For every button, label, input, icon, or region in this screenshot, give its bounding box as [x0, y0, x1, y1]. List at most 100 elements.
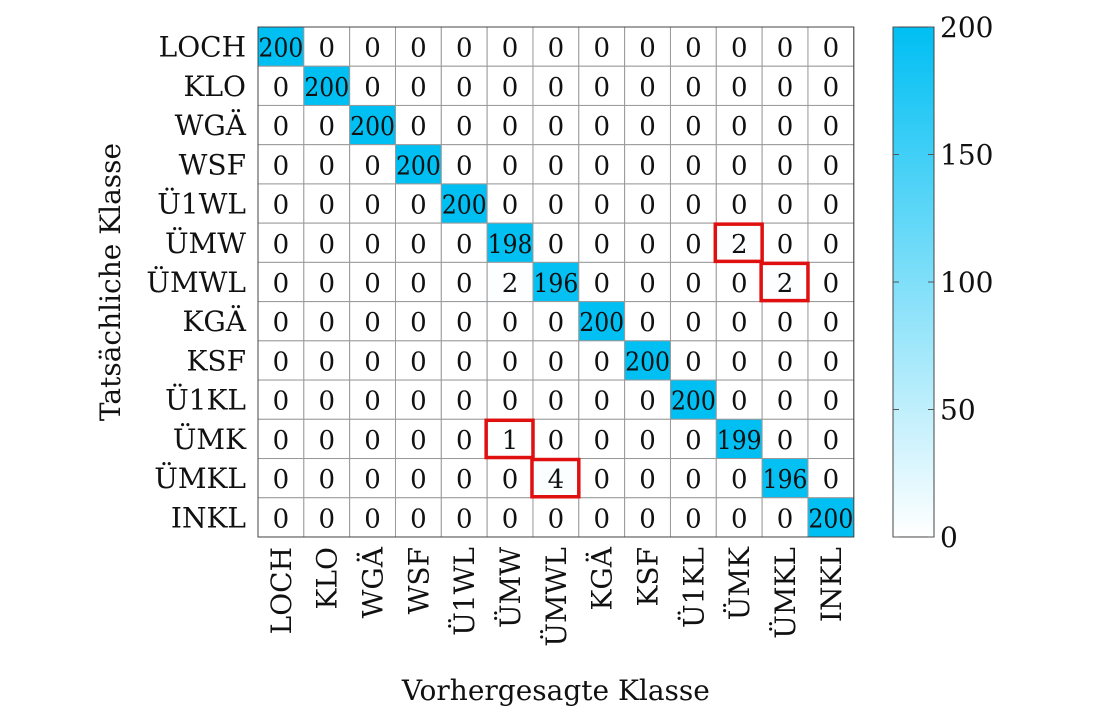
cell-value: 200 — [671, 387, 716, 417]
heatmap-cell — [486, 65, 534, 106]
cell-value: 0 — [731, 34, 748, 64]
cell-value: 0 — [823, 73, 840, 103]
heatmap-cell — [257, 65, 305, 106]
highlight-box — [530, 457, 581, 499]
cell-value: 0 — [685, 191, 702, 221]
cell-value: 0 — [502, 504, 519, 534]
cell-value: 2 — [777, 269, 794, 299]
cell-value: 0 — [731, 504, 748, 534]
cell-value: 0 — [823, 347, 840, 377]
heatmap-cell — [624, 65, 671, 106]
cell-value: 0 — [456, 504, 473, 534]
cell-value: 0 — [685, 34, 702, 64]
cell-value: 0 — [502, 387, 519, 417]
cell-value: 2 — [731, 230, 748, 260]
y-tick-label: ÜMWL — [146, 265, 246, 299]
cell-value: 0 — [364, 504, 381, 534]
heatmap-cell — [349, 144, 396, 185]
cell-value: 0 — [731, 191, 748, 221]
heatmap-cell — [761, 183, 809, 224]
heatmap-cell — [578, 458, 626, 499]
cell-value: 0 — [685, 504, 702, 534]
cell-value: 0 — [685, 151, 702, 181]
heatmap-cell — [761, 144, 809, 185]
cell-value: 200 — [259, 34, 304, 64]
cell-value: 0 — [318, 347, 335, 377]
heatmap-cell — [303, 379, 351, 420]
cell-value: 0 — [456, 230, 473, 260]
cell-value: 200 — [808, 504, 853, 534]
cell-value: 0 — [548, 347, 565, 377]
heatmap-cell — [349, 261, 396, 303]
x-tick-label: Ü1KL — [676, 547, 710, 628]
y-tick-label: WGÄ — [175, 109, 247, 142]
heatmap-cell — [532, 458, 580, 499]
x-tick-label: ÜMW — [493, 547, 527, 628]
y-tick-label: ÜMK — [173, 422, 247, 456]
heatmap-cell — [532, 144, 580, 185]
heatmap-cell — [624, 183, 671, 224]
colorbar-ticks: 0 50 100 150 200 — [893, 11, 993, 554]
cell-value: 0 — [593, 387, 610, 417]
heatmap-cell — [669, 144, 717, 185]
cell-value: 0 — [685, 465, 702, 495]
cell-value: 0 — [273, 73, 290, 103]
cell-value: 0 — [685, 426, 702, 456]
cell-value: 0 — [823, 426, 840, 456]
cell-value: 0 — [318, 151, 335, 181]
heatmap-cell — [486, 261, 534, 303]
heatmap-cell — [486, 301, 534, 342]
heatmap-cell — [440, 458, 488, 499]
cell-value: 0 — [593, 112, 610, 142]
cell-value: 200 — [579, 308, 624, 338]
heatmap-cell — [761, 497, 809, 538]
y-tick-label: ÜMKL — [154, 461, 246, 495]
cell-value: 2 — [502, 269, 519, 299]
cell-value: 0 — [823, 230, 840, 260]
cell-value: 200 — [304, 73, 349, 103]
cell-value: 0 — [502, 347, 519, 377]
cell-value: 0 — [639, 73, 656, 103]
cell-value: 0 — [410, 387, 427, 417]
heatmap-cell — [807, 301, 855, 342]
heatmap-cell — [624, 222, 671, 263]
cell-value: 0 — [548, 504, 565, 534]
cell-value: 0 — [593, 191, 610, 221]
cell-value: 0 — [685, 347, 702, 377]
heatmap-cell — [486, 340, 534, 381]
x-tick-label: INKL — [815, 547, 848, 622]
heatmap-cell — [440, 301, 488, 342]
cell-value: 0 — [685, 112, 702, 142]
cell-value: 0 — [364, 269, 381, 299]
cell-value: 0 — [548, 73, 565, 103]
cell-value: 0 — [777, 308, 794, 338]
heatmap-cell — [257, 379, 305, 420]
cell-value: 0 — [548, 191, 565, 221]
heatmap-cell — [669, 26, 717, 67]
heatmap-cell — [303, 104, 351, 146]
cell-value: 0 — [410, 347, 427, 377]
cell-value: 0 — [318, 191, 335, 221]
cell-value: 200 — [442, 191, 487, 221]
cell-value: 0 — [318, 269, 335, 299]
heatmap-cell — [486, 144, 534, 185]
heatmap-cell — [349, 104, 396, 146]
cell-value: 0 — [777, 426, 794, 456]
heatmap-cell — [532, 65, 580, 106]
y-tick-label: KGÄ — [182, 305, 246, 338]
cell-value: 0 — [410, 465, 427, 495]
heatmap-cell — [669, 261, 717, 303]
cell-value: 0 — [823, 269, 840, 299]
heatmap-cell — [761, 458, 809, 499]
heatmap-cell — [257, 222, 305, 263]
x-axis-tick-labels: LOCH KLO WGÄ WSF Ü1WL ÜMW ÜMWL KGÄ KSF Ü1KL ÜMK ÜMK… — [265, 546, 848, 647]
cell-value: 0 — [593, 347, 610, 377]
heatmap-cell — [394, 458, 442, 499]
heatmap-cell — [349, 340, 396, 381]
cell-value: 0 — [456, 112, 473, 142]
cell-value: 0 — [639, 426, 656, 456]
cell-value: 0 — [593, 465, 610, 495]
cell-value: 0 — [639, 191, 656, 221]
cell-value: 0 — [777, 34, 794, 64]
heatmap-cell — [715, 379, 763, 420]
